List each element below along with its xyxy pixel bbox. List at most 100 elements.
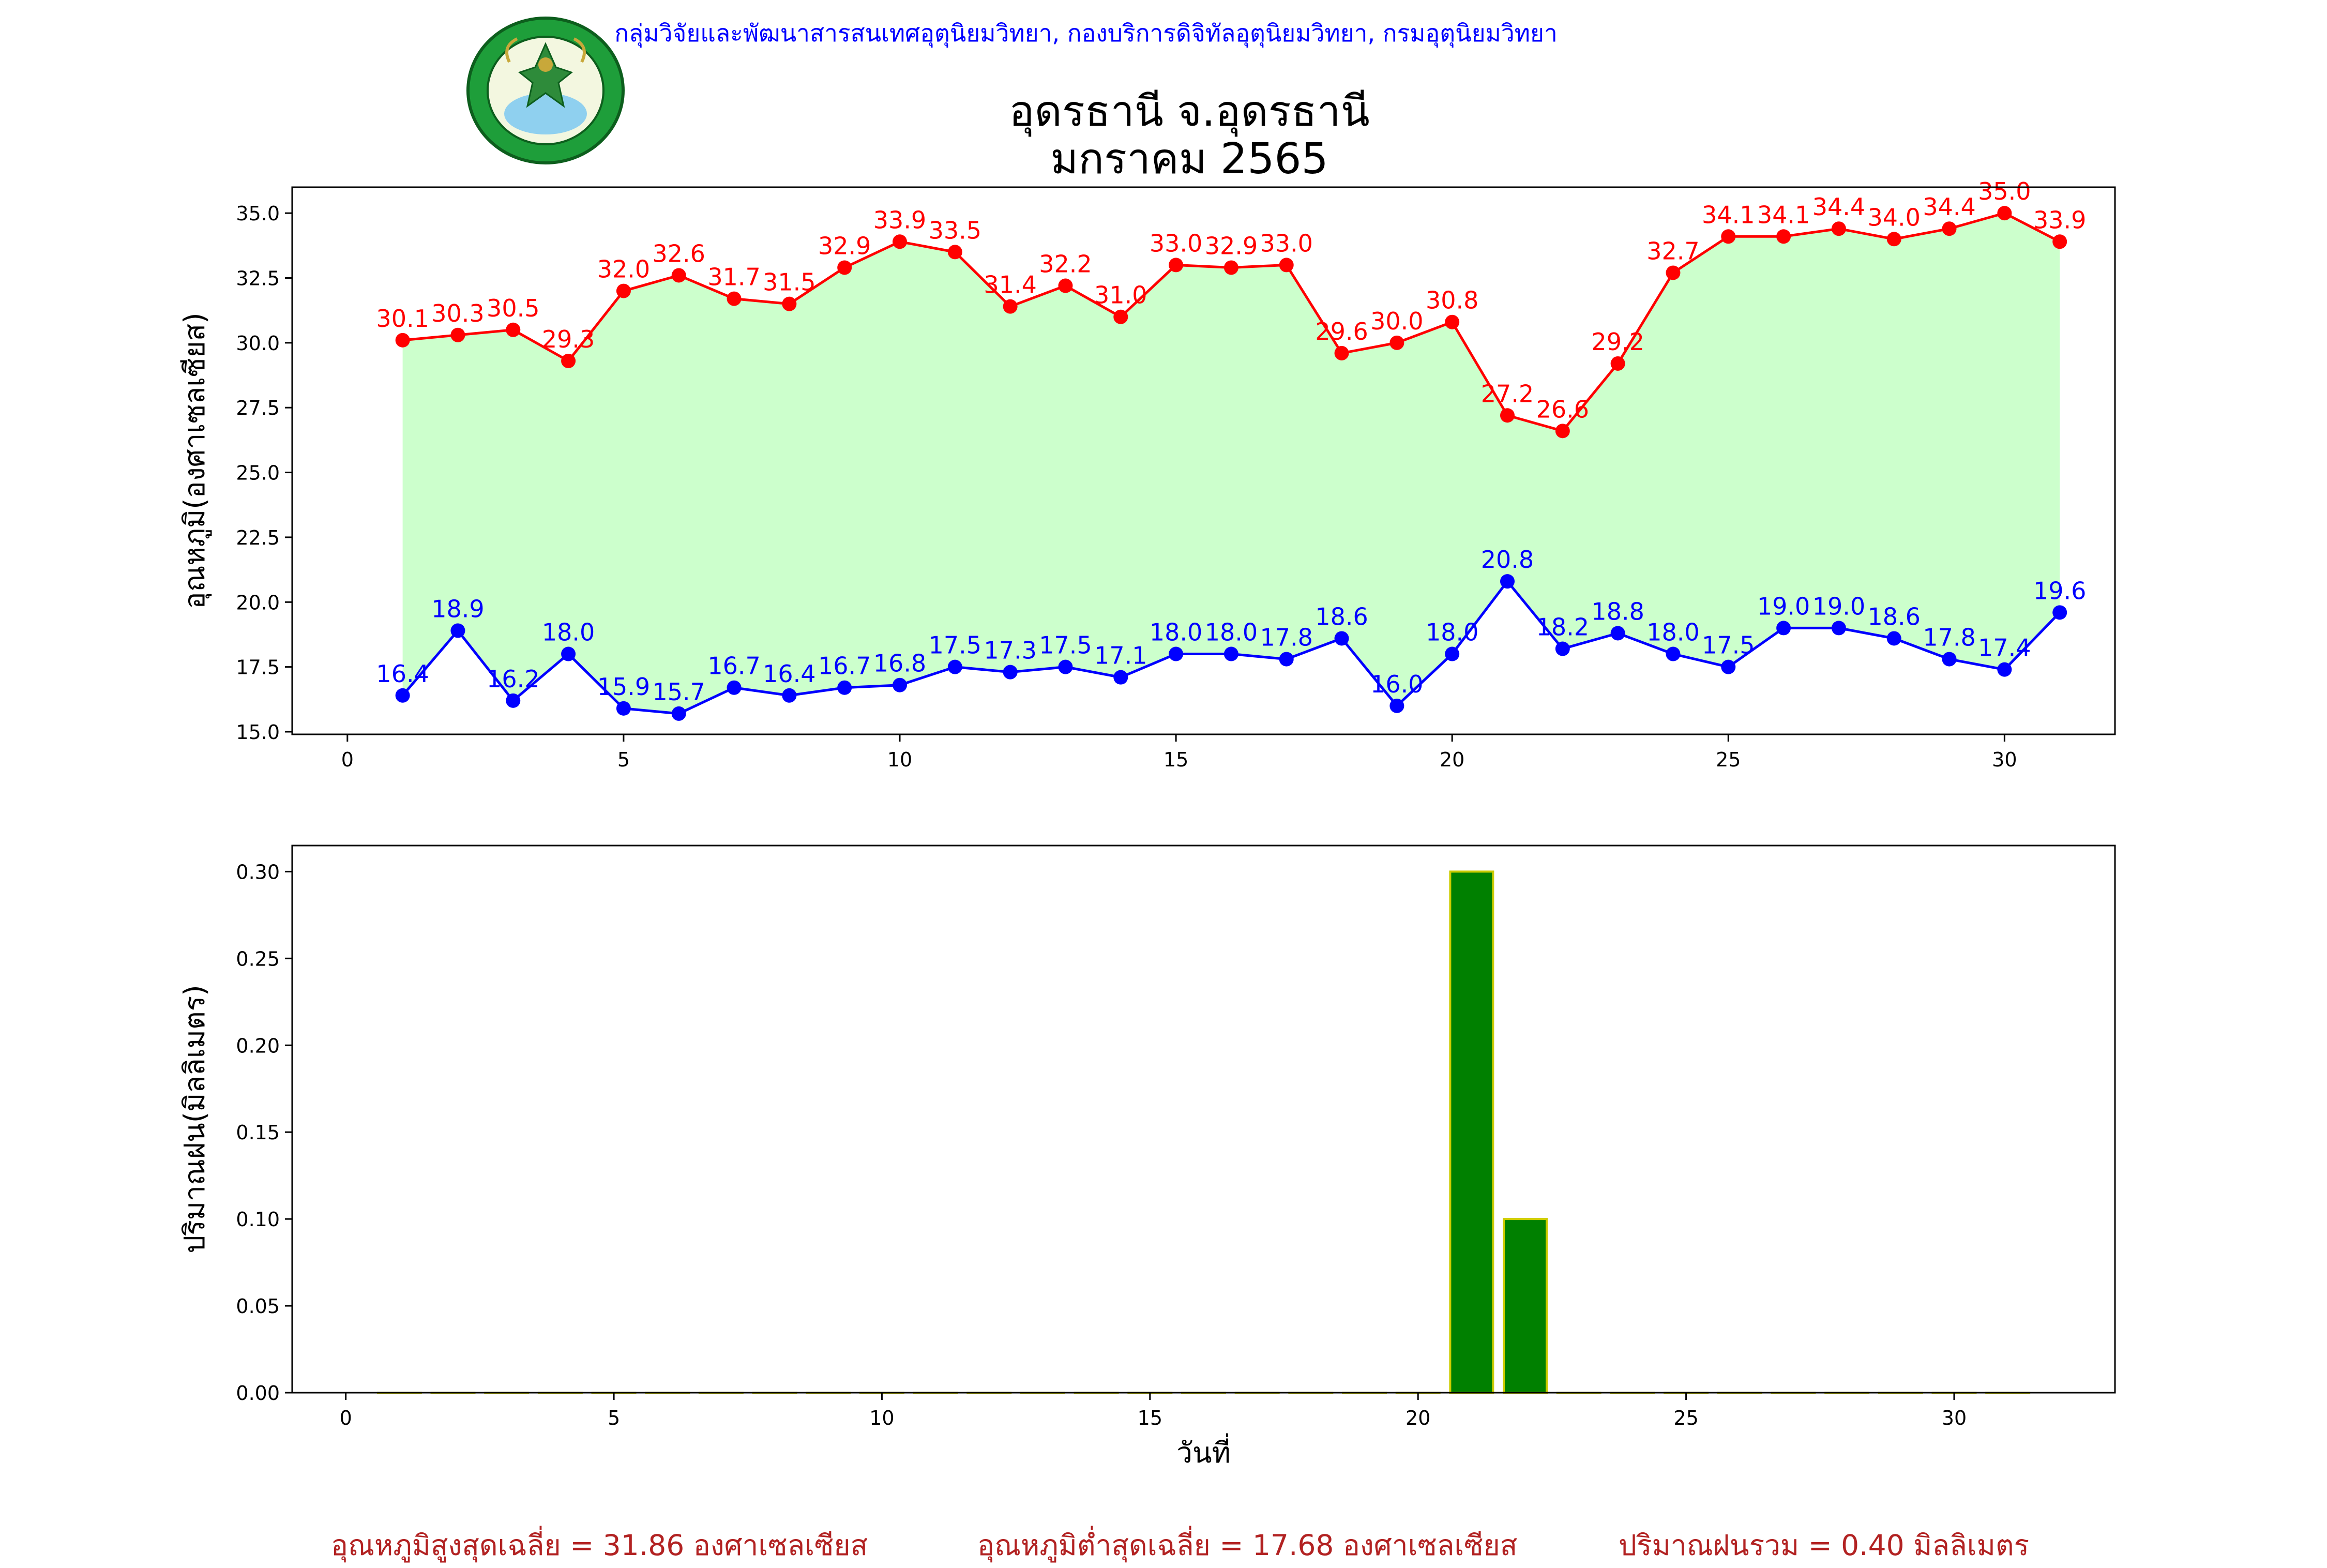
min-temp-data-label: 16.4 [763,660,815,688]
max-temp-data-label: 32.9 [818,232,871,260]
max-temp-data-label: 32.2 [1039,250,1092,278]
summary-rain-total: ปริมาณฝนรวม = 0.40 มิลลิเมตร [1619,1529,2030,1562]
max-temp-data-label: 30.1 [376,305,429,333]
title-station: อุดรธานี จ.อุดรธานี [1009,87,1370,136]
temperature-ytick-label: 27.5 [236,397,280,419]
min-temp-point [1500,574,1515,589]
max-temp-point [1721,229,1736,244]
min-temp-data-label: 18.8 [1591,597,1644,625]
max-temp-point [506,322,521,337]
temperature-xtick-label: 0 [341,748,354,771]
min-temp-point [1942,652,1957,667]
min-temp-point [1058,659,1073,674]
min-temp-data-label: 15.7 [653,678,705,706]
temperature-ytick-label: 22.5 [236,526,280,549]
min-temp-data-label: 16.7 [707,652,760,680]
max-temp-point [1169,258,1184,273]
max-temp-point [1886,232,1901,247]
max-temp-data-label: 29.2 [1591,328,1644,356]
min-temp-data-label: 19.0 [1812,592,1865,620]
rain-ytick-label: 0.05 [236,1295,280,1318]
rain-ytick-label: 0.00 [236,1382,280,1405]
max-temp-point [1610,356,1625,371]
max-temp-point [782,296,797,311]
min-temp-data-label: 19.6 [2033,577,2086,605]
min-temp-point [1334,631,1349,646]
summary-bar: อุณหภูมิสูงสุดเฉลี่ย = 31.86 องศาเซลเซีย… [0,1523,2327,1562]
max-temp-data-label: 34.4 [1923,193,1975,221]
min-temp-point [671,706,686,721]
min-temp-point [1555,641,1570,656]
max-temp-data-label: 26.6 [1536,395,1589,423]
min-temp-point [1445,646,1460,661]
max-temp-data-label: 34.1 [1757,201,1810,229]
rain-bar [1449,870,1494,1394]
rain-xtick-label: 25 [1673,1407,1698,1429]
max-temp-data-label: 29.6 [1315,318,1368,345]
rain-xlabel: วันที่ [1176,1433,1231,1469]
summary-max-avg: อุณหภูมิสูงสุดเฉลี่ย = 31.86 องศาเซลเซีย… [331,1529,868,1562]
temperature-xtick-label: 20 [1440,748,1464,771]
min-temp-point [1721,659,1736,674]
rain-ytick-label: 0.25 [236,947,280,970]
rain-ylabel: ปริมาณฝน(มิลลิเมตร) [178,985,211,1253]
min-temp-data-label: 18.0 [1646,619,1699,646]
max-temp-point [947,245,962,260]
min-temp-point [837,680,852,695]
min-temp-data-label: 17.4 [1978,634,2031,662]
rain-axes-frame [291,845,2116,1394]
min-temp-data-label: 16.2 [487,665,539,693]
min-temp-data-label: 17.8 [1260,624,1313,652]
min-temp-point [1389,698,1404,713]
min-temp-point [1831,621,1846,636]
max-temp-data-label: 33.5 [929,216,981,244]
temperature-xtick-label: 5 [617,748,630,771]
max-temp-data-label: 33.0 [1150,229,1202,257]
max-temp-point [1776,229,1791,244]
rain-xtick-label: 10 [869,1407,894,1429]
rain-xtick-label: 5 [608,1407,620,1429]
min-temp-point [1279,652,1294,667]
min-temp-point [1610,626,1625,641]
temperature-ytick-label: 30.0 [236,332,280,355]
max-temp-point [1058,278,1073,293]
min-temp-point [1113,670,1128,685]
min-temp-data-label: 17.8 [1923,624,1975,652]
max-temp-point [561,353,576,368]
max-temp-data-label: 32.7 [1646,237,1699,265]
max-temp-point [893,234,907,249]
max-temp-data-label: 30.5 [487,294,539,322]
max-temp-data-label: 32.9 [1205,232,1258,260]
temperature-ytick-label: 25.0 [236,462,280,485]
min-temp-point [1776,621,1791,636]
temperature-ylabel: อุณหภูมิ(องศาเซลเซียส) [178,312,212,609]
min-temp-point [1003,665,1018,680]
min-temp-data-label: 15.9 [597,673,650,701]
credit-text: กลุ่มวิจัยและพัฒนาสารสนเทศอุตุนิยมวิทยา,… [614,19,1558,47]
temperature-xtick-label: 10 [887,748,912,771]
min-temp-data-label: 16.0 [1370,670,1423,698]
temperature-ytick-label: 32.5 [236,267,280,290]
rain-bar [1503,1218,1548,1394]
min-temp-data-label: 16.8 [873,650,926,677]
min-temp-point [893,677,907,692]
max-temp-data-label: 31.4 [984,271,1036,299]
min-temp-point [2052,605,2067,620]
min-temp-data-label: 18.0 [1150,619,1202,646]
min-temp-data-label: 18.6 [1868,602,1921,630]
min-temp-point [561,646,576,661]
max-temp-data-label: 30.0 [1370,307,1423,335]
min-temp-data-label: 18.9 [431,595,484,623]
temperature-xtick-label: 30 [1992,748,2017,771]
min-temp-data-label: 18.2 [1536,613,1589,641]
rain-ytick-label: 0.10 [236,1208,280,1231]
min-temp-data-label: 18.0 [1426,619,1478,646]
max-temp-point [1003,299,1018,314]
min-temp-data-label: 18.0 [1205,619,1258,646]
max-temp-data-label: 34.0 [1868,203,1921,231]
min-temp-point [1223,646,1238,661]
min-temp-point [395,688,410,703]
min-temp-point [1666,646,1681,661]
temperature-xtick-label: 25 [1716,748,1741,771]
